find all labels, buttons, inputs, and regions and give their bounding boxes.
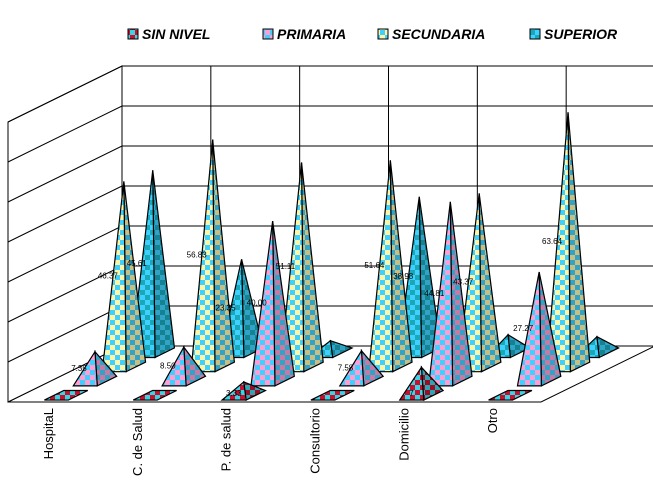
data-label: 56.83	[187, 251, 208, 260]
data-label: 43.37	[453, 278, 474, 287]
legend-item-sin-nivel: SIN NIVEL	[127, 26, 210, 42]
category-label: P. de salud	[219, 408, 234, 471]
data-label: 8.50	[160, 361, 176, 370]
chart-plot-area	[44, 112, 620, 401]
legend-label: SUPERIOR	[544, 26, 618, 42]
pyramid-sin-nivel-hospital	[44, 389, 89, 401]
legend-item-primaria: PRIMARIA	[262, 26, 346, 42]
category-label: HospitaL	[41, 408, 56, 459]
chart-data-labels: 45.61 23.35 38.98 46.37 56.83 51.11 51.64 43.37…	[71, 237, 562, 398]
legend-item-secundaria: SECUNDARIA	[377, 26, 485, 42]
legend-swatch	[529, 28, 541, 40]
legend-box	[121, 22, 632, 48]
category-label: C. de Salud	[130, 408, 145, 476]
legend-item-superior: SUPERIOR	[529, 26, 618, 42]
pyramid-primaria-domicilio	[427, 201, 473, 387]
data-label: 7	[409, 389, 414, 398]
data-label: 46.37	[98, 272, 119, 281]
pyramid-sin-nivel-otro	[488, 389, 533, 401]
data-label: 63.64	[542, 237, 563, 246]
pyramid-sin-nivel-p-de-salud	[220, 380, 267, 401]
chart-legend: SIN NIVEL PRIMARIA SECUNDARIA SUPERIOR	[121, 22, 632, 48]
data-label: 44.81	[424, 289, 445, 298]
chart-category-axis: HospitaL C. de Salud P. de salud Consultori…	[41, 408, 500, 476]
data-label: 27.27	[513, 324, 534, 333]
pyramid-secundaria-hospital	[101, 181, 147, 373]
pyramid-primaria-consultorio	[338, 348, 385, 387]
data-label: 40.00	[247, 298, 268, 307]
pyramid-primaria-hospital	[72, 349, 118, 387]
category-label: Consultorio	[307, 408, 322, 474]
pyramid-secundaria-c-de-salud	[190, 139, 236, 373]
pyramid-sin-nivel-c-de-salud	[132, 389, 177, 401]
pyramid-secundaria-consultorio	[368, 160, 413, 373]
legend-swatch	[127, 28, 139, 40]
legend-label: SECUNDARIA	[392, 26, 485, 42]
category-label: Otro	[485, 408, 500, 433]
legend-swatch	[262, 28, 274, 40]
pyramid-primaria-otro	[516, 271, 562, 387]
pyramid-sin-nivel-domicilio	[398, 365, 445, 401]
data-label: 3.33	[226, 389, 242, 398]
data-label: 7.58	[338, 363, 354, 372]
pyramid-secundaria-otro	[545, 112, 591, 373]
legend-label: PRIMARIA	[277, 26, 346, 42]
data-label: 51.64	[364, 261, 385, 270]
category-label: Domicilio	[396, 408, 411, 461]
legend-label: SIN NIVEL	[142, 26, 210, 42]
pyramid-primaria-c-de-salud	[161, 345, 207, 387]
data-label: 38.98	[393, 272, 414, 281]
data-label: 7.35	[71, 364, 87, 373]
legend-swatch	[377, 28, 389, 40]
pyramid-primaria-p-de-salud	[250, 221, 295, 387]
data-label: 23.35	[216, 303, 237, 312]
data-label: 45.61	[127, 259, 148, 268]
pyramid-sin-nivel-consultorio	[310, 389, 355, 401]
data-label: 51.11	[276, 262, 296, 271]
